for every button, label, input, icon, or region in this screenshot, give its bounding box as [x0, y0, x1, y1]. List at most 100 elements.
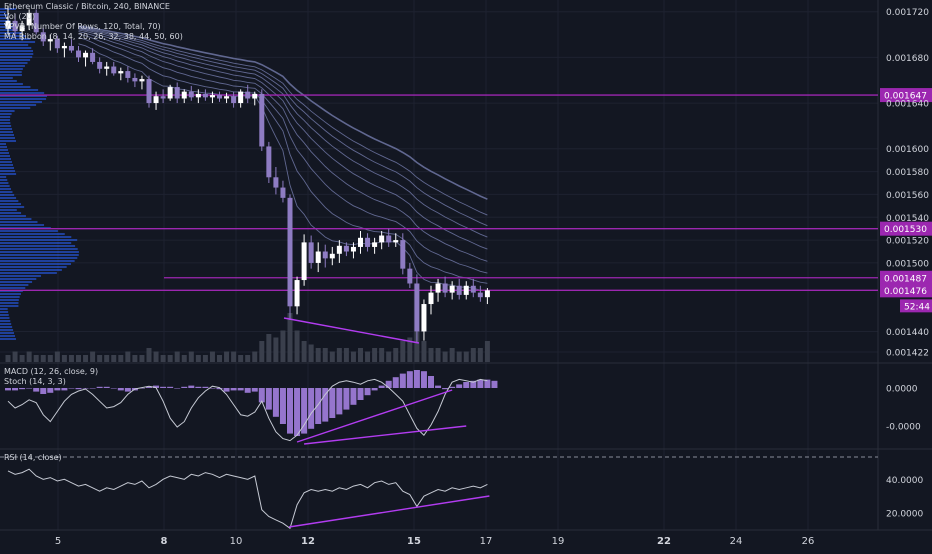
macd-hist-bar: [301, 388, 308, 434]
macd-hist-bar: [399, 373, 406, 388]
candle-body: [19, 25, 25, 32]
candle-body: [393, 240, 399, 243]
candle-body: [47, 39, 53, 42]
volume-bar: [181, 355, 187, 362]
volume-bar: [153, 351, 159, 362]
macd-hist-bar: [371, 388, 378, 391]
price-level-label: 0.001647: [884, 92, 927, 102]
indicator-ma-ribbon-label[interactable]: MA Ribbon (8, 14, 20, 26, 32, 38, 44, 50…: [4, 32, 183, 41]
price-level-badge: [880, 88, 932, 103]
vpvr-bar: [0, 194, 15, 196]
candle-body: [224, 96, 230, 99]
macd-tick-label: 0.0000: [886, 385, 918, 395]
candle-body: [33, 12, 39, 33]
price-tick-label: 0.001640: [886, 100, 929, 110]
symbol-title: Ethereum Classic / Bitcoin, 240, BINANCE: [4, 2, 170, 11]
vpvr-bar: [0, 173, 17, 175]
vpvr-bar: [0, 308, 8, 310]
vpvr-bar: [0, 122, 11, 124]
volume-bar: [372, 348, 378, 362]
candle-body: [188, 91, 194, 98]
vpvr-bar: [0, 50, 34, 52]
ma-ribbon-line: [78, 25, 488, 200]
macd-hist-bar: [329, 388, 336, 418]
vpvr-bar: [0, 143, 7, 145]
date-tick-label: 24: [730, 536, 743, 547]
price-tick-label: 0.001680: [886, 54, 929, 64]
volume-bar: [5, 355, 11, 362]
price-tick-label: 0.001422: [886, 349, 929, 359]
date-tick-label: 5: [55, 536, 61, 547]
vpvr-bar: [0, 224, 45, 226]
macd-hist-bar: [216, 388, 223, 390]
vpvr-bar: [0, 269, 62, 271]
macd-hist-bar: [61, 388, 68, 391]
vpvr-bar: [0, 47, 32, 49]
volume-bar: [393, 348, 399, 362]
macd-hist-bar: [308, 388, 315, 429]
vpvr-bar: [0, 176, 7, 178]
indicator-rsi-label[interactable]: RSI (14, close): [4, 453, 62, 462]
candle-body: [54, 39, 60, 49]
vpvr-bar: [0, 272, 57, 274]
vpvr-bar: [0, 248, 78, 250]
candle-body: [449, 285, 455, 293]
macd-hist-bar: [350, 388, 357, 405]
candle-body: [379, 235, 385, 243]
candle-body: [358, 237, 363, 247]
indicator-macd-label[interactable]: MACD (12, 26, close, 9): [4, 367, 99, 376]
vpvr-bar: [0, 233, 65, 235]
volume-bar: [259, 341, 265, 362]
macd-hist-bar: [477, 379, 484, 388]
macd-hist-bar: [470, 380, 477, 388]
vpvr-bar: [0, 203, 22, 205]
candle-body: [12, 20, 18, 32]
vpvr-bar: [0, 98, 47, 100]
vpvr-bar: [0, 284, 29, 286]
volume-bar: [456, 351, 462, 362]
candles: [5, 6, 490, 343]
indicator-vpvr-label[interactable]: VPVR (Number Of Rows, 120, Total, 70): [4, 22, 161, 31]
macd-hist-bar: [406, 371, 413, 388]
volume-bar: [125, 351, 131, 362]
vpvr-bar: [0, 302, 19, 304]
macd-hist-bar: [68, 388, 75, 389]
ma-ribbon-line: [78, 27, 488, 227]
vpvr-bar: [0, 137, 16, 139]
macd-hist-bar: [5, 388, 11, 391]
volume-bar: [90, 351, 96, 362]
macd-hist-bar: [237, 388, 244, 391]
volume-bar: [428, 348, 434, 362]
vpvr-bar: [0, 164, 14, 166]
candle-body: [238, 91, 244, 104]
volume-bar: [273, 337, 279, 362]
vpvr-bar: [0, 95, 48, 97]
macd-hist-bar: [96, 386, 103, 388]
vpvr-bar: [0, 146, 8, 148]
macd-hist-bar: [47, 388, 54, 393]
indicator-stoch-label[interactable]: Stoch (14, 3, 3): [4, 377, 66, 386]
ma-ribbon-line: [78, 37, 488, 284]
vpvr-bar: [0, 68, 23, 70]
volume-bar: [97, 355, 103, 362]
vpvr-bar: [0, 131, 14, 133]
stoch-line: [7, 378, 488, 442]
macd-hist-bar: [378, 385, 385, 388]
volume-bar: [54, 351, 60, 362]
vpvr-bar: [0, 41, 36, 43]
vpvr-bar: [0, 263, 72, 265]
vpvr-bar: [0, 281, 33, 283]
volume-bar: [195, 355, 201, 362]
candle-body: [484, 290, 490, 298]
candle-body: [280, 187, 286, 198]
rsi-tick-label: 40.0000: [886, 476, 923, 486]
volume-bar: [188, 351, 194, 362]
indicator-volume-label[interactable]: Vol (20): [4, 12, 35, 21]
candle-body: [40, 32, 46, 42]
candle-body: [90, 52, 96, 62]
macd-hist-bar: [117, 388, 124, 391]
macd-hist-bar: [251, 388, 258, 392]
vpvr-bar: [0, 62, 28, 64]
